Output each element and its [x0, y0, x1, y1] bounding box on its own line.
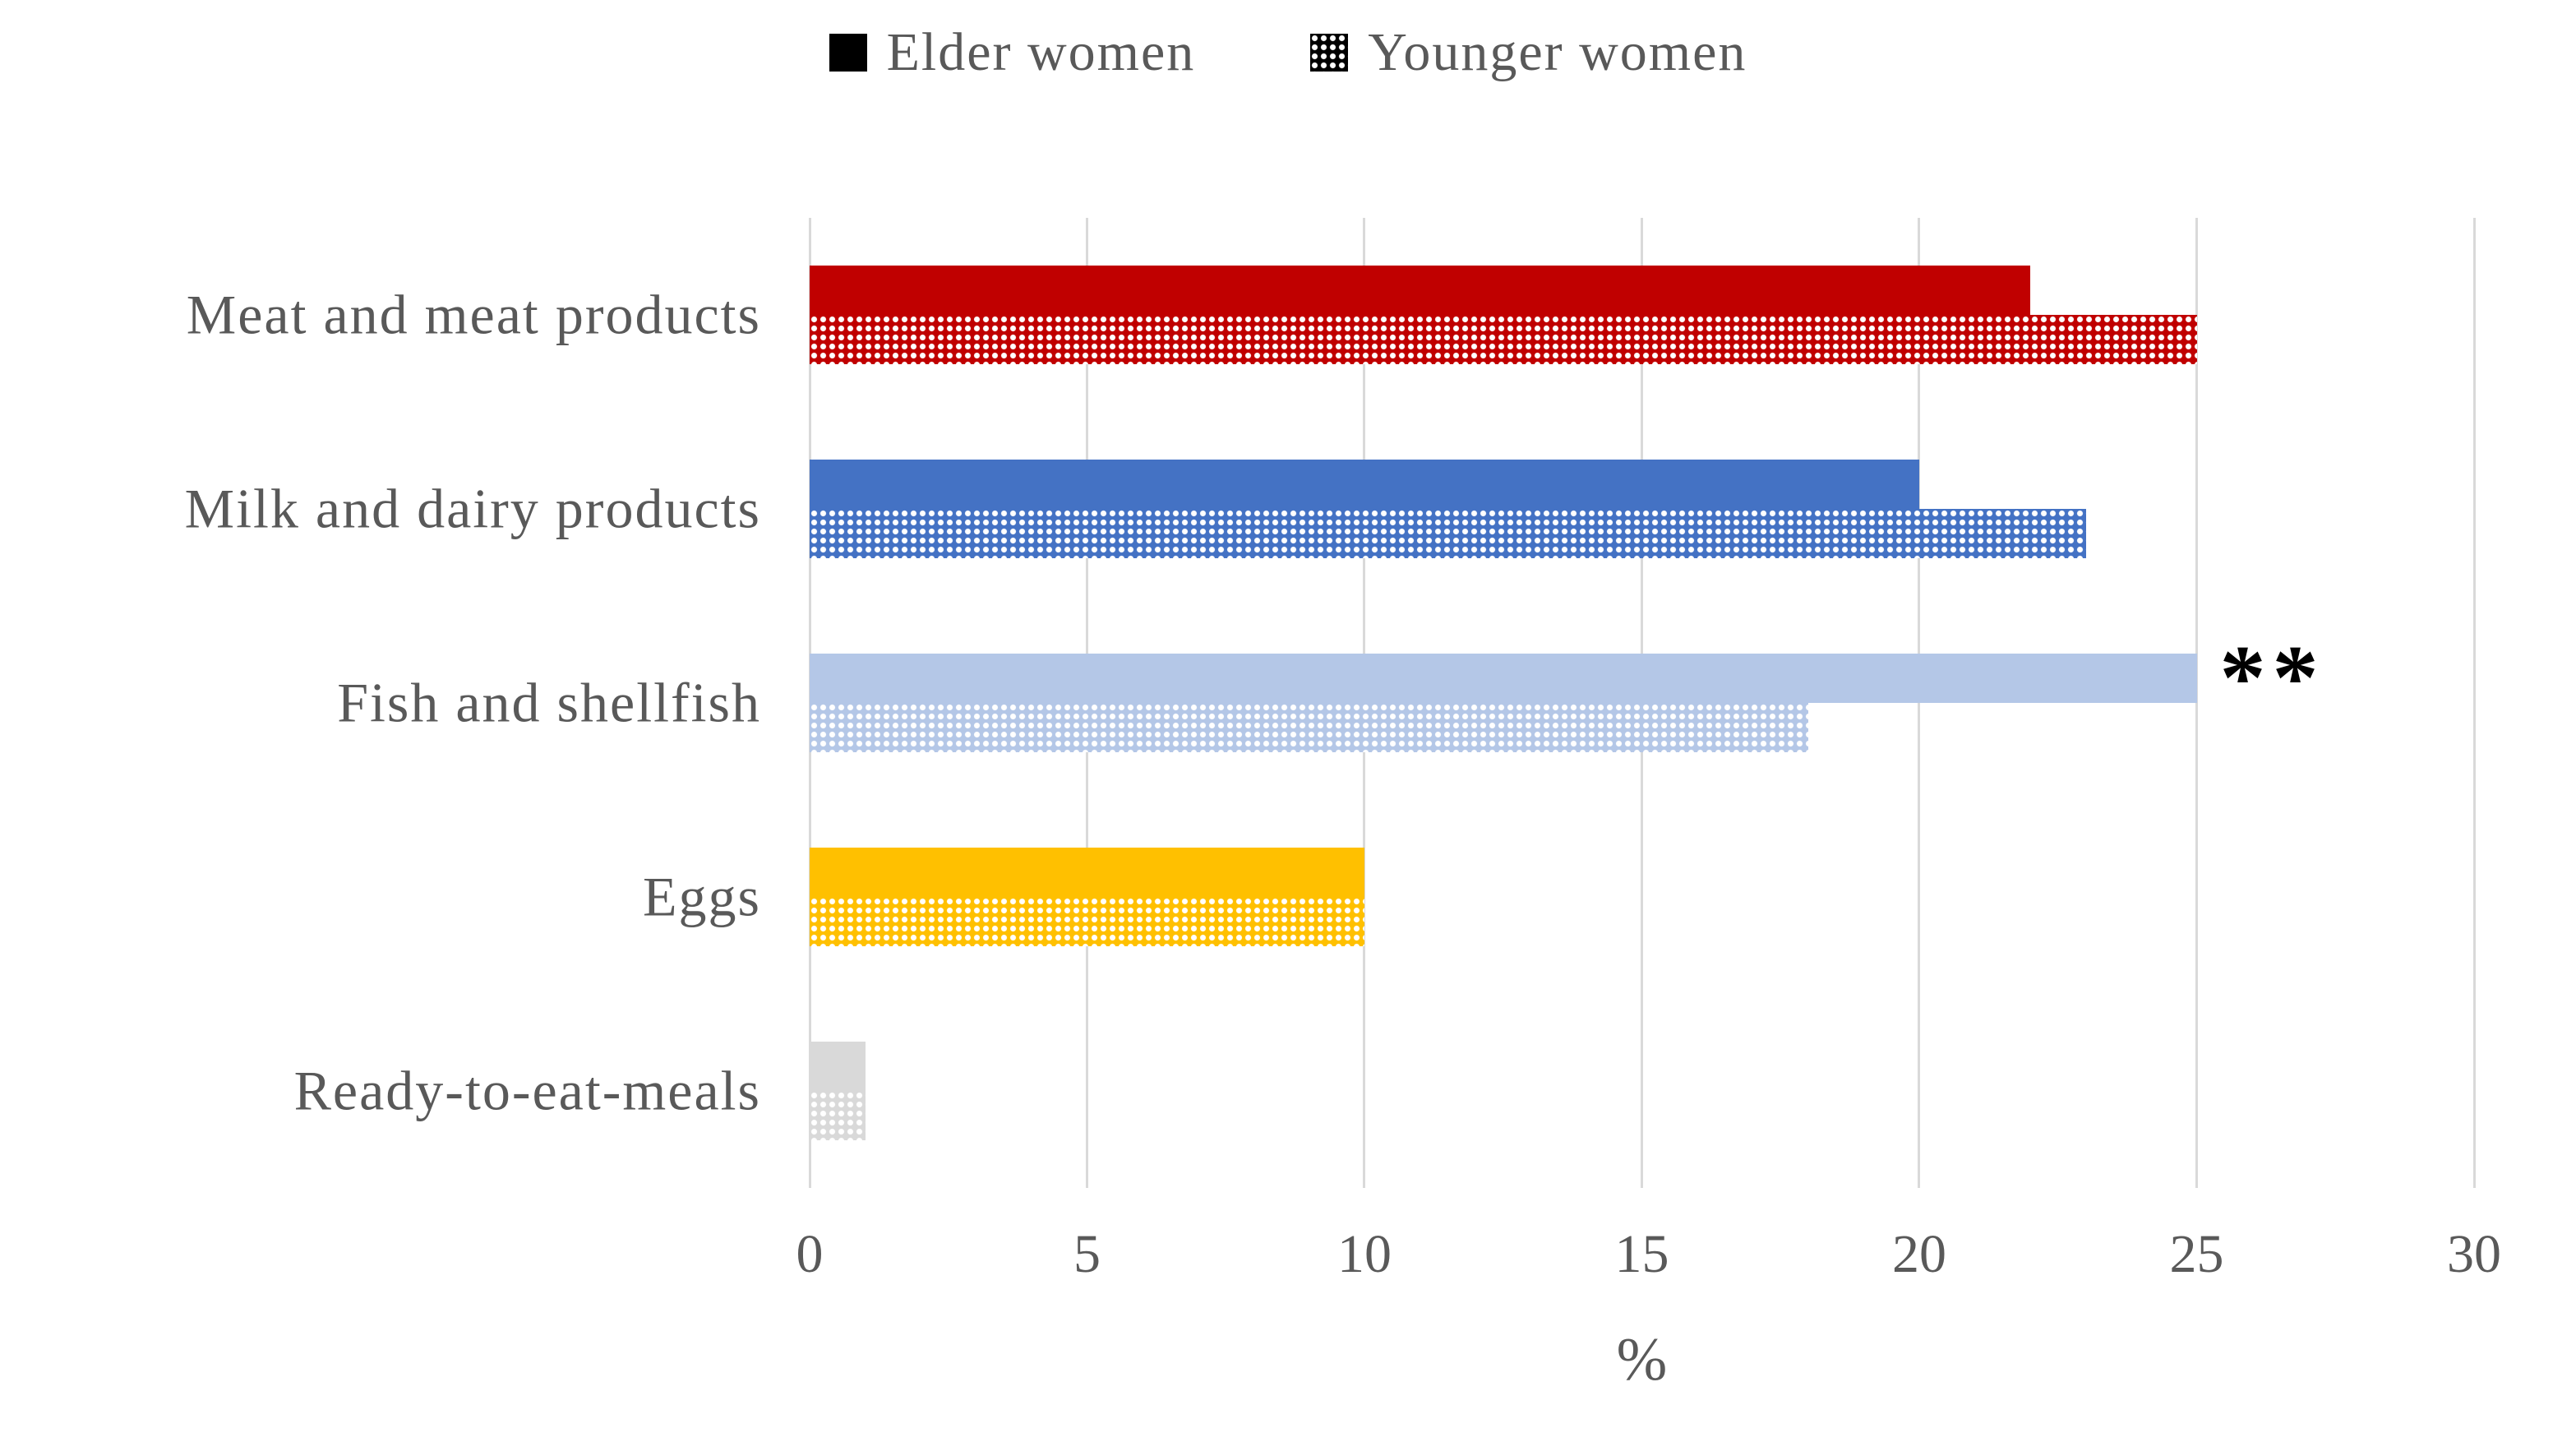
category-label-ready-to-eat-meals: Ready-to-eat-meals [293, 1059, 761, 1122]
legend-label: Younger women [1368, 22, 1747, 82]
x-tick-15: 15 [1614, 1224, 1669, 1284]
bar-elder-women-eggs [810, 848, 1364, 897]
significance-annotation: ** [2219, 627, 2325, 729]
x-tick-5: 5 [1073, 1224, 1101, 1284]
band-milk-and-dairy-products [810, 412, 2474, 606]
band-meat-and-meat-products [810, 218, 2474, 412]
category-labels: Meat and meat products Milk and dairy pro… [0, 218, 769, 1188]
x-axis-ticks: 0 5 10 15 20 25 30 [796, 1223, 2502, 1297]
plot-area: ** [808, 218, 2476, 1188]
solid-swatch-icon [829, 34, 867, 72]
x-tick-10: 10 [1337, 1224, 1392, 1284]
bar-elder-women-fish-and-shellfish [810, 654, 2197, 703]
bar-elder-women-ready-to-eat-meals [810, 1042, 866, 1091]
band-fish-and-shellfish [810, 606, 2474, 800]
band-eggs [810, 800, 2474, 994]
x-tick-20: 20 [1892, 1224, 1946, 1284]
gridline-25 [2195, 218, 2198, 1188]
category-label-milk-and-dairy-products: Milk and dairy products [184, 477, 761, 540]
x-tick-30: 30 [2447, 1224, 2501, 1284]
legend-item-elder-women: Elder women [829, 21, 1196, 84]
x-tick-25: 25 [2169, 1224, 2224, 1284]
category-label-meat-and-meat-products: Meat and meat products [186, 283, 761, 346]
x-axis-title: % [1616, 1326, 1668, 1393]
bar-younger-women-milk-and-dairy-products [810, 509, 2086, 558]
gridline-30 [2472, 218, 2476, 1188]
legend-label: Elder women [886, 22, 1196, 82]
category-label-fish-and-shellfish: Fish and shellfish [337, 671, 761, 734]
bar-younger-women-eggs [810, 897, 1364, 946]
bar-younger-women-meat-and-meat-products [810, 315, 2197, 364]
bar-younger-women-ready-to-eat-meals [810, 1091, 866, 1140]
legend: Elder women Younger women [0, 21, 2576, 84]
bar-younger-women-fish-and-shellfish [810, 703, 1808, 752]
x-tick-0: 0 [796, 1224, 824, 1284]
legend-item-younger-women: Younger women [1310, 21, 1747, 84]
category-label-eggs: Eggs [643, 865, 761, 928]
band-ready-to-eat-meals [810, 994, 2474, 1188]
dotted-swatch-icon [1310, 34, 1349, 72]
bar-elder-women-meat-and-meat-products [810, 266, 2030, 315]
bar-elder-women-milk-and-dairy-products [810, 460, 1919, 509]
gridline-20 [1918, 218, 1921, 1188]
